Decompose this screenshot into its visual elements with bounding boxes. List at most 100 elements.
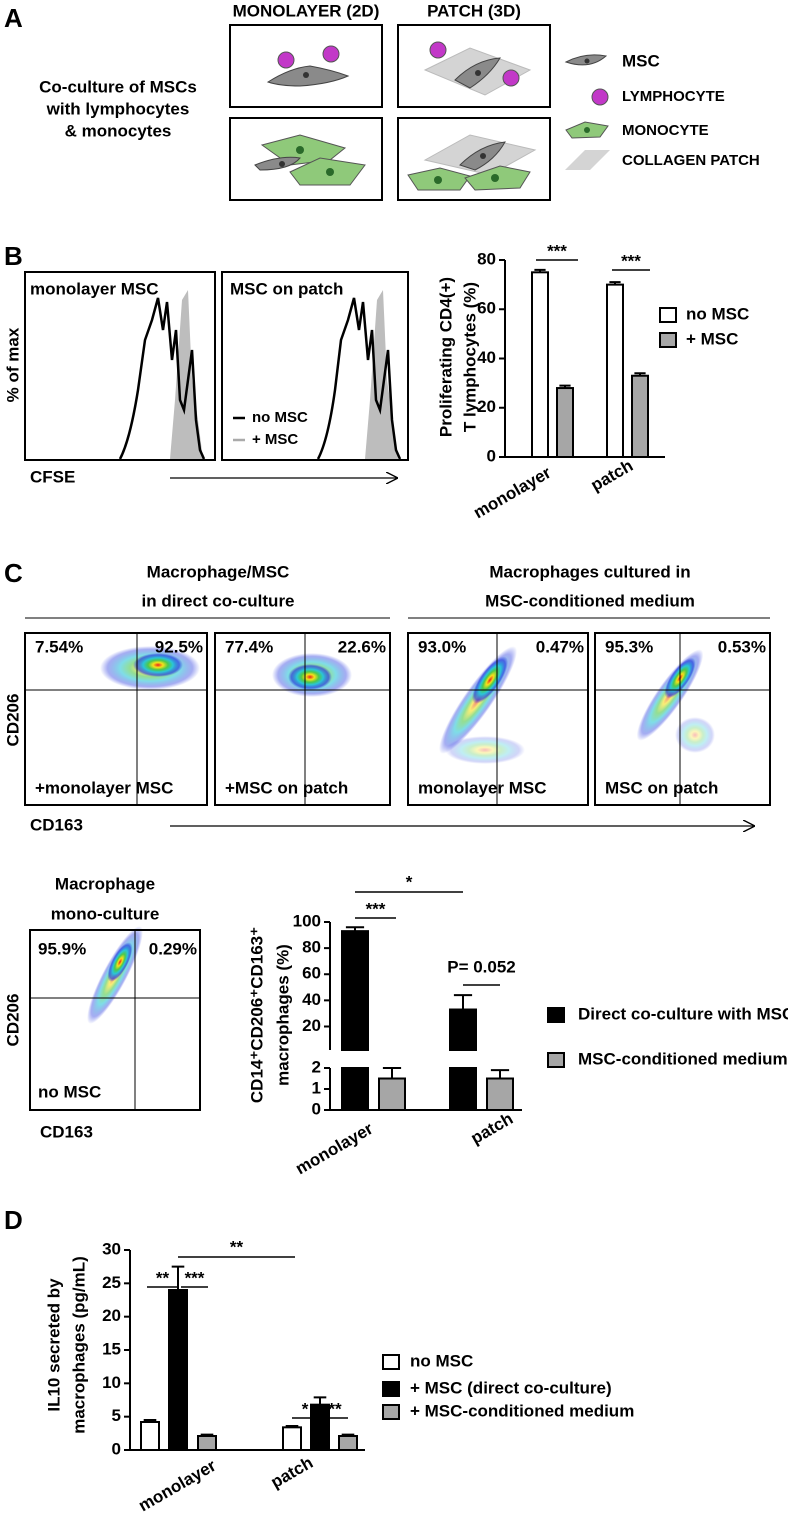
y-tick-label: 40 bbox=[302, 990, 321, 1009]
bar bbox=[282, 1426, 302, 1452]
panel-label: D bbox=[4, 1205, 23, 1235]
legend-label: LYMPHOCYTE bbox=[622, 88, 725, 105]
legend-swatch bbox=[382, 1381, 400, 1397]
bar bbox=[197, 1435, 217, 1451]
y-tick-label: 5 bbox=[112, 1406, 121, 1425]
y-axis-label: CD206 bbox=[3, 694, 22, 747]
error-bar bbox=[490, 1069, 510, 1079]
y-tick-label: 0 bbox=[312, 1099, 321, 1118]
column-header: MONOLAYER (2D) bbox=[233, 1, 380, 20]
bar bbox=[631, 374, 649, 458]
y-tick-label: 60 bbox=[477, 299, 496, 318]
error-bar bbox=[313, 1396, 327, 1405]
y-tick-label: 20 bbox=[102, 1306, 121, 1325]
plot-label: +monolayer MSC bbox=[35, 778, 173, 797]
significance-label: ** bbox=[328, 1399, 342, 1418]
significance-label: ** bbox=[156, 1268, 170, 1287]
legend-label: + MSC bbox=[686, 329, 738, 348]
x-tick-label: patch bbox=[467, 1109, 516, 1148]
bar bbox=[168, 1289, 188, 1451]
y-tick-label: 15 bbox=[102, 1339, 121, 1358]
axis-break bbox=[322, 1051, 524, 1067]
legend-label: no MSC bbox=[410, 1351, 473, 1370]
y-axis-label: % of max bbox=[3, 327, 22, 402]
quadrant-percent: 92.5% bbox=[155, 637, 203, 656]
legend-label: COLLAGEN PATCH bbox=[622, 152, 760, 169]
panel-label: C bbox=[4, 558, 23, 588]
y-axis-label: macrophages (%) bbox=[273, 944, 292, 1086]
group-title: in direct co-culture bbox=[141, 591, 294, 610]
x-tick-label: patch bbox=[587, 456, 636, 495]
group-title: mono-culture bbox=[51, 904, 160, 923]
plot-label: monolayer MSC bbox=[30, 279, 158, 298]
x-axis-label: CD163 bbox=[30, 815, 83, 834]
y-tick-label: 80 bbox=[302, 938, 321, 957]
error-bar bbox=[171, 1265, 185, 1290]
legend-label: MONOCYTE bbox=[622, 122, 709, 139]
y-tick-label: 100 bbox=[293, 911, 321, 930]
description: with lymphocytes bbox=[46, 99, 190, 118]
y-tick-label: 40 bbox=[477, 348, 496, 367]
legend-label: MSC-conditioned medium bbox=[578, 1049, 788, 1068]
plot-label: MSC on patch bbox=[230, 279, 343, 298]
bar bbox=[310, 1403, 330, 1451]
y-axis-label: CD206 bbox=[3, 994, 22, 1047]
y-axis-label: CD14⁺CD206⁺CD163⁺ bbox=[247, 927, 266, 1103]
y-axis-label: IL10 secreted by bbox=[44, 1278, 63, 1412]
x-tick-label: monolayer bbox=[292, 1119, 376, 1179]
x-tick-label: monolayer bbox=[135, 1456, 219, 1515]
legend-label: no MSC bbox=[252, 409, 308, 426]
quadrant-percent: 0.53% bbox=[718, 637, 766, 656]
y-tick-label: 2 bbox=[312, 1057, 321, 1076]
significance-label: *** bbox=[366, 899, 386, 918]
y-tick-label: 20 bbox=[477, 397, 496, 416]
y-tick-label: 80 bbox=[477, 249, 496, 268]
quadrant-percent: 0.29% bbox=[149, 939, 197, 958]
group-title: Macrophages cultured in bbox=[489, 562, 690, 581]
legend-swatch bbox=[382, 1354, 400, 1370]
x-tick-label: monolayer bbox=[470, 463, 554, 523]
plot-label: +MSC on patch bbox=[225, 778, 348, 797]
significance-label: *** bbox=[547, 241, 567, 260]
x-axis-label: CFSE bbox=[30, 467, 75, 486]
legend-label: + MSC bbox=[252, 431, 298, 448]
bar bbox=[486, 1077, 514, 1111]
y-axis-label: macrophages (pg/mL) bbox=[69, 1256, 88, 1434]
bar bbox=[341, 930, 369, 1112]
quadrant-percent: 7.54% bbox=[35, 637, 83, 656]
plot-label: monolayer MSC bbox=[418, 778, 546, 797]
bar bbox=[556, 387, 574, 458]
panel-label: B bbox=[4, 241, 23, 271]
legend-label: Direct co-culture with MSC bbox=[578, 1004, 788, 1023]
y-tick-label: 0 bbox=[487, 446, 496, 465]
bar bbox=[338, 1435, 358, 1451]
legend-swatch bbox=[659, 307, 677, 323]
y-axis-label: Proliferating CD4(+) bbox=[436, 277, 455, 437]
y-tick-label: 60 bbox=[302, 964, 321, 983]
plot-label: MSC on patch bbox=[605, 778, 718, 797]
legend-swatch bbox=[382, 1404, 400, 1420]
plot-label: no MSC bbox=[38, 1082, 101, 1101]
quadrant-percent: 93.0% bbox=[418, 637, 466, 656]
panel-label: A bbox=[4, 3, 23, 33]
quadrant-percent: 22.6% bbox=[338, 637, 386, 656]
histograms bbox=[24, 271, 409, 478]
y-tick-label: 10 bbox=[102, 1373, 121, 1392]
bar bbox=[606, 283, 624, 458]
legend-label: MSC bbox=[622, 51, 660, 70]
y-tick-label: 20 bbox=[302, 1016, 321, 1035]
x-axis-label: CD163 bbox=[40, 1122, 93, 1141]
quadrant-percent: 0.47% bbox=[536, 637, 584, 656]
quadrant-percent: 95.3% bbox=[605, 637, 653, 656]
y-tick-label: 0 bbox=[112, 1439, 121, 1458]
culture-diagrams bbox=[229, 24, 610, 201]
legend-swatch bbox=[547, 1052, 565, 1068]
legend-label: no MSC bbox=[686, 304, 749, 323]
group-title: Macrophage bbox=[55, 874, 155, 893]
bar bbox=[531, 271, 549, 458]
flow-plots bbox=[24, 617, 771, 1111]
x-tick-label: patch bbox=[267, 1453, 316, 1492]
group-title: MSC-conditioned medium bbox=[485, 591, 695, 610]
y-tick-label: 25 bbox=[102, 1273, 121, 1292]
significance-label: P= 0.052 bbox=[447, 957, 516, 976]
